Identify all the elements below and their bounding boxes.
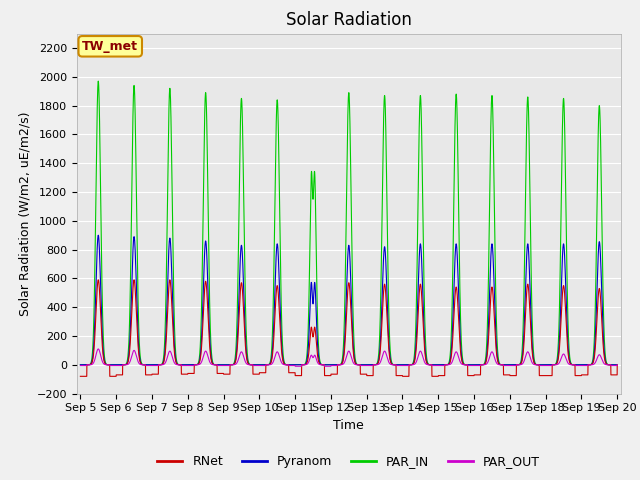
X-axis label: Time: Time [333,419,364,432]
Title: Solar Radiation: Solar Radiation [286,11,412,29]
Y-axis label: Solar Radiation (W/m2, uE/m2/s): Solar Radiation (W/m2, uE/m2/s) [18,111,31,316]
Legend: RNet, Pyranom, PAR_IN, PAR_OUT: RNet, Pyranom, PAR_IN, PAR_OUT [152,450,545,473]
Text: TW_met: TW_met [82,40,138,53]
